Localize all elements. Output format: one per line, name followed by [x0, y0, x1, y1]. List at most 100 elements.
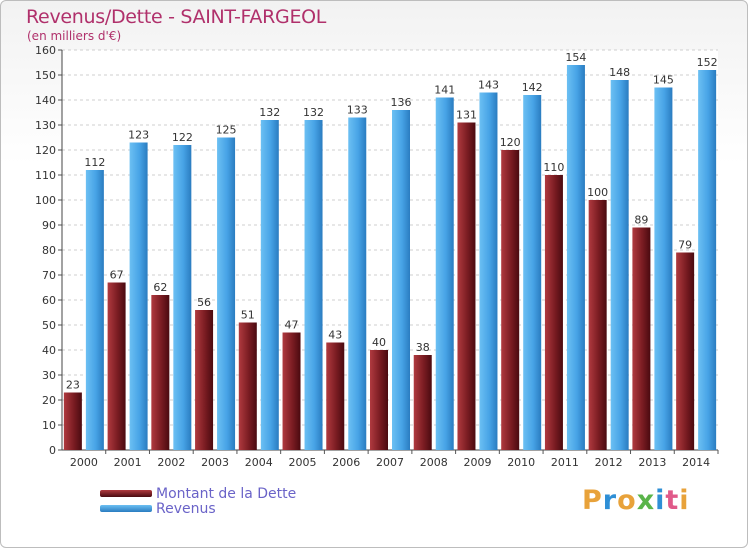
data-label-revenus: 125: [216, 124, 237, 137]
bar-revenus: [479, 92, 498, 450]
y-tick-label: 150: [35, 69, 56, 82]
data-label-dette: 67: [110, 269, 124, 282]
x-tick-label: 2014: [682, 456, 710, 469]
data-label-dette: 79: [678, 239, 692, 252]
data-label-revenus: 132: [259, 106, 280, 119]
y-tick-label: 120: [35, 144, 56, 157]
logo-letter: t: [665, 485, 680, 516]
data-label-revenus: 132: [303, 106, 324, 119]
x-tick-label: 2005: [289, 456, 317, 469]
legend-item-dette: Montant de la Dette: [100, 485, 297, 502]
y-tick-label: 110: [35, 169, 56, 182]
data-label-dette: 40: [372, 336, 386, 349]
x-tick-label: 2010: [507, 456, 535, 469]
y-tick-label: 50: [42, 319, 56, 332]
bar-revenus: [129, 142, 148, 450]
bar-revenus: [566, 65, 585, 450]
bar-revenus: [217, 137, 236, 450]
logo-letter: i: [655, 485, 666, 516]
x-tick-label: 2009: [463, 456, 491, 469]
data-label-revenus: 148: [609, 66, 630, 79]
data-label-revenus: 145: [653, 74, 674, 87]
y-tick-label: 130: [35, 119, 56, 132]
data-label-revenus: 136: [391, 96, 412, 109]
bar-dette: [501, 150, 520, 450]
legend-swatch-revenus: [100, 505, 152, 512]
bar-revenus: [304, 120, 323, 450]
data-label-dette: 43: [328, 329, 342, 342]
data-label-dette: 110: [543, 161, 564, 174]
bar-dette: [632, 227, 651, 450]
logo-letter: i: [679, 485, 690, 516]
x-tick-label: 2003: [201, 456, 229, 469]
y-tick-label: 40: [42, 344, 56, 357]
x-tick-label: 2008: [420, 456, 448, 469]
y-tick-label: 80: [42, 244, 56, 257]
chart-title: Revenus/Dette - SAINT-FARGEOL: [26, 6, 327, 28]
data-label-revenus: 154: [565, 51, 586, 64]
bar-dette: [195, 310, 214, 450]
bar-dette: [676, 252, 695, 450]
data-label-dette: 51: [241, 309, 255, 322]
y-tick-label: 20: [42, 394, 56, 407]
bar-revenus: [435, 97, 454, 450]
y-tick-label: 140: [35, 94, 56, 107]
bar-revenus: [523, 95, 542, 450]
bar-dette: [544, 175, 563, 450]
y-tick-label: 70: [42, 269, 56, 282]
data-label-dette: 120: [500, 136, 521, 149]
legend-swatch-dette: [100, 490, 152, 497]
legend-label-revenus: Revenus: [156, 500, 216, 517]
bar-dette: [326, 342, 345, 450]
bar-revenus: [392, 110, 410, 450]
x-tick-label: 2000: [70, 456, 98, 469]
x-tick-label: 2002: [157, 456, 185, 469]
x-tick-label: 2011: [551, 456, 579, 469]
data-label-revenus: 112: [84, 156, 105, 169]
logo-letter: P: [582, 485, 603, 516]
legend-label-dette: Montant de la Dette: [156, 485, 297, 502]
data-label-revenus: 143: [478, 79, 499, 92]
y-tick-label: 0: [49, 444, 56, 457]
data-label-dette: 100: [587, 186, 608, 199]
x-tick-label: 2004: [245, 456, 273, 469]
bar-dette: [588, 200, 607, 450]
legend-item-revenus: Revenus: [100, 500, 296, 517]
chart-subtitle: (en milliers d'€): [27, 29, 122, 43]
data-label-revenus: 141: [434, 84, 455, 97]
logo-letter: r: [602, 485, 618, 516]
data-label-dette: 23: [66, 379, 80, 392]
bar-revenus: [173, 145, 192, 450]
bar-revenus: [260, 120, 279, 450]
bar-dette: [107, 282, 126, 450]
y-tick-label: 100: [35, 194, 56, 207]
x-tick-label: 2006: [332, 456, 360, 469]
data-label-dette: 38: [416, 341, 430, 354]
bar-revenus: [610, 80, 629, 450]
y-tick-label: 160: [35, 44, 56, 57]
proxiti-logo: Proxiti: [582, 485, 690, 516]
data-label-revenus: 152: [697, 56, 718, 69]
logo-letter: x: [636, 485, 656, 516]
data-label-dette: 89: [634, 214, 648, 227]
data-label-dette: 131: [456, 109, 477, 122]
x-tick-label: 2007: [376, 456, 404, 469]
bar-dette: [63, 392, 82, 450]
y-tick-label: 90: [42, 219, 56, 232]
logo-letter: o: [617, 485, 637, 516]
bar-revenus: [348, 117, 367, 450]
x-tick-label: 2012: [595, 456, 623, 469]
bar-dette: [282, 332, 301, 450]
legend: Montant de la Dette Revenus: [100, 485, 297, 517]
bar-revenus: [698, 70, 717, 450]
data-label-revenus: 133: [347, 104, 368, 117]
bar-dette: [238, 322, 257, 450]
data-label-revenus: 142: [522, 81, 543, 94]
data-label-dette: 47: [285, 319, 299, 332]
y-tick-label: 60: [42, 294, 56, 307]
bar-dette: [457, 122, 476, 450]
data-label-revenus: 122: [172, 131, 193, 144]
bar-dette: [370, 350, 388, 450]
bar-revenus: [85, 170, 104, 450]
